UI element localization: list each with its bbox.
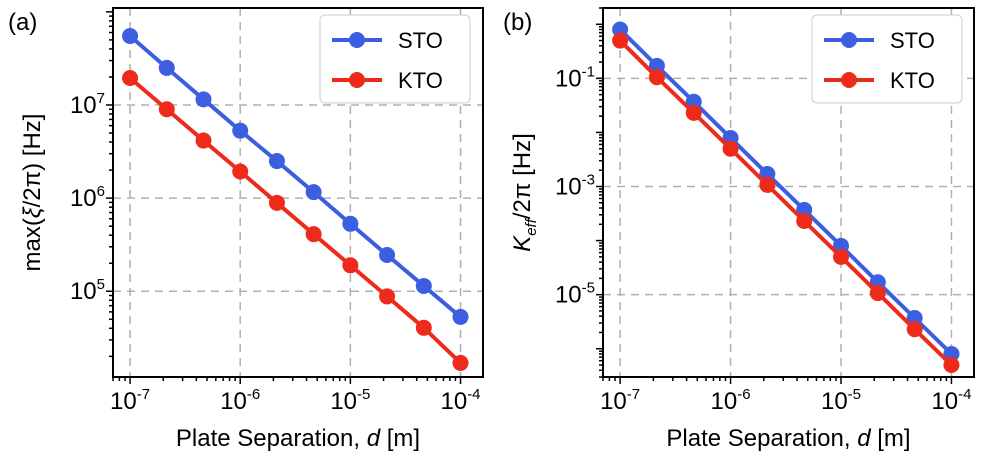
legend-label-sto: STO	[398, 28, 443, 53]
data-point-kto	[906, 321, 923, 338]
legend-marker-kto	[349, 72, 365, 88]
data-point-sto	[943, 345, 960, 362]
y-axis-label: max(ξ/2π) [Hz]	[19, 114, 46, 272]
data-point-sto	[452, 308, 469, 325]
data-point-kto	[122, 69, 139, 86]
legend: STO KTO	[811, 14, 963, 104]
data-point-sto	[342, 215, 359, 232]
y-tick-label: 10-1	[555, 63, 595, 92]
data-point-kto	[379, 288, 396, 305]
legend-marker-sto	[841, 32, 857, 48]
data-point-sto	[833, 237, 850, 254]
data-point-kto	[452, 354, 469, 371]
x-tick-label: 10-5	[330, 386, 370, 415]
x-tick-label: 10-6	[220, 386, 260, 415]
y-tick-label: 10-5	[555, 280, 595, 309]
data-point-kto	[796, 213, 813, 230]
chart-panel-b: 10-7 10-6 10-5 10-4 10-5 10-3 10-1 Plate Separa…	[503, 7, 975, 452]
data-point-sto	[195, 91, 212, 108]
y-tick-label: 107	[70, 90, 105, 119]
x-axis-label: Plate Separation, d [m]	[666, 425, 910, 452]
y-tick-label: 105	[70, 276, 105, 305]
y-axis-label: Keff/2π [Hz]	[509, 133, 540, 252]
x-tick-label: 10-7	[600, 386, 640, 415]
legend-label-kto: KTO	[398, 68, 443, 93]
legend-marker-sto	[349, 32, 365, 48]
plot-frame	[602, 7, 975, 378]
data-point-kto	[833, 248, 850, 265]
x-axis-label: Plate Separation, d [m]	[176, 425, 420, 452]
data-point-sto	[305, 184, 322, 201]
data-point-kto	[648, 69, 665, 86]
data-point-sto	[268, 153, 285, 170]
legend-label-sto: STO	[890, 28, 935, 53]
data-point-kto	[869, 285, 886, 302]
legend: STO KTO	[319, 14, 471, 104]
data-point-sto	[906, 310, 923, 327]
data-point-sto	[685, 93, 702, 110]
data-point-kto	[342, 257, 359, 274]
series-line-kto	[128, 76, 462, 365]
legend-marker-kto	[841, 72, 857, 88]
chart-panel-a: 10-7 10-6 10-5 10-4 105 106 107 Plate Separatio…	[8, 7, 484, 452]
series-line-sto	[128, 34, 462, 319]
data-point-kto	[158, 101, 175, 118]
x-tick-label: 10-7	[110, 386, 150, 415]
data-point-kto	[759, 176, 776, 193]
data-point-kto	[722, 140, 739, 157]
panel-label: (b)	[503, 9, 532, 36]
legend-box	[319, 14, 471, 104]
data-point-sto	[796, 201, 813, 218]
data-point-kto	[195, 132, 212, 149]
data-point-kto	[612, 32, 629, 49]
y-tick-label: 106	[70, 183, 105, 212]
panel-label: (a)	[8, 9, 37, 36]
data-point-kto	[943, 357, 960, 374]
data-point-kto	[268, 194, 285, 211]
data-point-kto	[685, 104, 702, 121]
data-point-sto	[122, 28, 139, 45]
x-tick-label: 10-4	[440, 386, 480, 415]
data-point-sto	[232, 122, 249, 139]
legend-box	[811, 14, 963, 104]
series-line-sto	[618, 28, 953, 356]
x-tick-label: 10-6	[711, 386, 751, 415]
series-line-kto	[618, 39, 953, 367]
legend-label-kto: KTO	[890, 68, 935, 93]
data-point-sto	[648, 57, 665, 74]
x-tick-label: 10-5	[821, 386, 861, 415]
data-point-sto	[612, 21, 629, 38]
data-point-kto	[232, 163, 249, 180]
data-point-sto	[158, 59, 175, 76]
y-tick-label: 10-3	[555, 172, 595, 201]
plot-frame	[112, 7, 484, 378]
data-point-kto	[415, 319, 432, 336]
data-point-kto	[305, 226, 322, 243]
data-point-sto	[415, 277, 432, 294]
x-tick-label: 10-4	[931, 386, 971, 415]
data-point-sto	[379, 247, 396, 264]
